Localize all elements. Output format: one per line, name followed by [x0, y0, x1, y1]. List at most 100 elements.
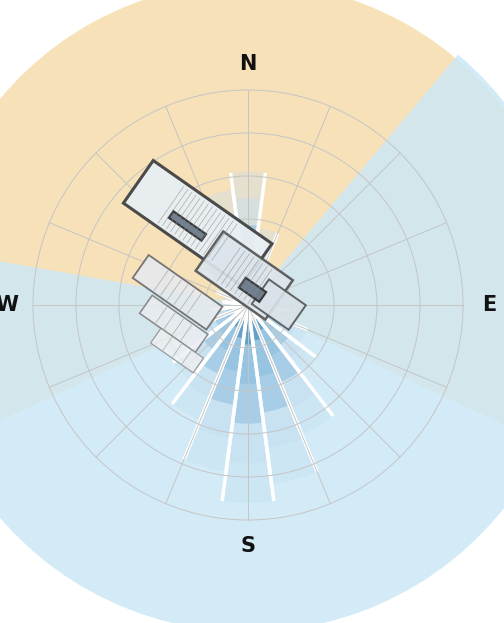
Polygon shape — [169, 211, 206, 240]
Wedge shape — [248, 305, 265, 312]
Wedge shape — [213, 270, 248, 305]
Wedge shape — [238, 303, 248, 307]
Wedge shape — [248, 300, 253, 305]
Wedge shape — [188, 305, 248, 365]
Wedge shape — [237, 225, 259, 305]
Wedge shape — [248, 298, 259, 305]
Wedge shape — [215, 255, 248, 305]
Wedge shape — [243, 303, 248, 305]
Wedge shape — [248, 296, 257, 305]
Text: S: S — [240, 536, 256, 556]
Wedge shape — [248, 283, 270, 305]
Wedge shape — [248, 298, 267, 305]
Wedge shape — [212, 305, 248, 319]
Wedge shape — [226, 305, 248, 320]
Wedge shape — [193, 305, 248, 341]
Wedge shape — [230, 259, 248, 305]
Wedge shape — [222, 305, 248, 371]
Wedge shape — [248, 305, 265, 331]
Wedge shape — [173, 305, 248, 380]
Wedge shape — [237, 288, 248, 305]
Wedge shape — [243, 305, 253, 345]
Wedge shape — [229, 292, 248, 305]
Wedge shape — [233, 305, 248, 311]
Wedge shape — [248, 305, 284, 328]
Wedge shape — [248, 291, 258, 305]
Wedge shape — [248, 293, 266, 305]
Wedge shape — [248, 296, 272, 305]
Wedge shape — [239, 296, 248, 305]
Wedge shape — [227, 305, 269, 464]
Wedge shape — [233, 305, 248, 320]
Wedge shape — [248, 274, 260, 305]
Wedge shape — [216, 284, 248, 305]
Wedge shape — [248, 305, 257, 308]
Wedge shape — [218, 305, 248, 335]
Wedge shape — [248, 305, 282, 318]
Wedge shape — [0, 55, 504, 623]
Wedge shape — [241, 301, 248, 305]
Wedge shape — [210, 305, 248, 405]
Wedge shape — [248, 302, 258, 305]
Wedge shape — [203, 305, 248, 374]
Wedge shape — [213, 213, 248, 305]
Wedge shape — [231, 172, 266, 305]
Wedge shape — [204, 260, 248, 305]
Wedge shape — [248, 300, 282, 310]
Wedge shape — [248, 303, 251, 305]
Wedge shape — [238, 305, 259, 384]
Wedge shape — [232, 305, 264, 424]
Wedge shape — [248, 302, 276, 308]
Wedge shape — [223, 288, 248, 305]
Polygon shape — [140, 295, 208, 353]
Wedge shape — [248, 300, 262, 305]
Wedge shape — [243, 304, 248, 306]
Wedge shape — [222, 302, 248, 308]
Wedge shape — [248, 259, 266, 305]
Polygon shape — [123, 161, 272, 287]
Wedge shape — [248, 305, 316, 373]
Wedge shape — [248, 303, 262, 307]
Wedge shape — [248, 305, 262, 318]
Wedge shape — [227, 297, 248, 305]
Text: E: E — [482, 295, 496, 315]
Wedge shape — [248, 305, 299, 383]
Wedge shape — [248, 287, 266, 305]
Wedge shape — [248, 305, 260, 313]
Wedge shape — [248, 298, 253, 305]
Wedge shape — [204, 190, 248, 305]
Wedge shape — [248, 305, 272, 321]
Wedge shape — [221, 236, 248, 305]
Wedge shape — [0, 0, 504, 441]
Wedge shape — [248, 305, 333, 434]
Wedge shape — [248, 305, 317, 484]
Wedge shape — [227, 302, 248, 308]
Wedge shape — [193, 222, 248, 305]
Wedge shape — [248, 305, 275, 332]
Wedge shape — [204, 305, 248, 335]
Wedge shape — [172, 305, 248, 420]
Wedge shape — [221, 278, 248, 305]
Polygon shape — [151, 328, 204, 373]
Wedge shape — [230, 287, 248, 305]
Wedge shape — [248, 295, 262, 305]
Wedge shape — [222, 305, 274, 503]
Wedge shape — [237, 305, 248, 312]
Wedge shape — [235, 297, 248, 305]
Wedge shape — [248, 305, 291, 321]
Wedge shape — [248, 305, 276, 377]
Wedge shape — [248, 302, 269, 308]
Wedge shape — [197, 305, 248, 438]
Wedge shape — [248, 305, 316, 408]
Wedge shape — [222, 295, 248, 305]
Wedge shape — [184, 305, 248, 471]
Wedge shape — [226, 305, 248, 313]
Wedge shape — [219, 305, 248, 316]
Wedge shape — [241, 252, 255, 305]
Wedge shape — [204, 238, 248, 305]
Wedge shape — [232, 303, 248, 307]
Polygon shape — [252, 279, 306, 330]
Wedge shape — [248, 305, 302, 359]
Text: W: W — [0, 295, 19, 315]
Wedge shape — [248, 305, 274, 315]
